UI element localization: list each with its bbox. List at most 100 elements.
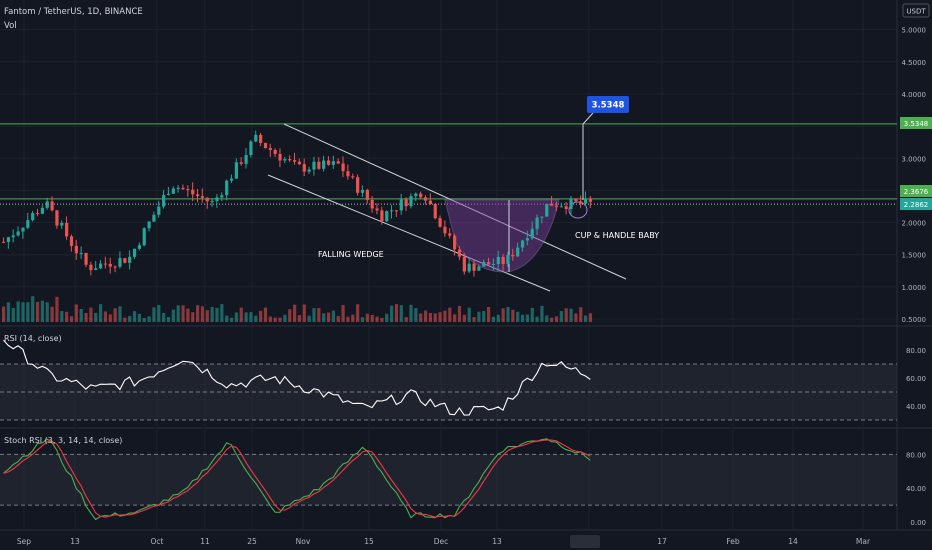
volume-bar	[462, 314, 466, 322]
candle-body	[89, 264, 93, 271]
volume-bar	[467, 307, 471, 322]
currency-label: USDT	[906, 8, 926, 16]
candle-body	[584, 198, 588, 204]
stoch-label: Stoch RSI (3, 3, 14, 14, close)	[4, 436, 122, 445]
candle-body	[506, 254, 510, 264]
candle-body	[137, 245, 141, 249]
volume-bar	[428, 313, 432, 322]
volume-bar	[273, 317, 277, 322]
candle-body	[419, 193, 423, 198]
badge-last-price	[900, 198, 932, 210]
time-axis-label: 25	[247, 537, 257, 546]
candle-body	[336, 161, 340, 164]
candle-body	[215, 197, 219, 202]
handle-circle	[568, 201, 588, 219]
volume-bar	[89, 307, 93, 322]
volume-bar	[545, 315, 549, 322]
volume-bar	[2, 306, 6, 322]
volume-bar	[137, 313, 141, 322]
candle-body	[113, 266, 117, 268]
candle-body	[297, 161, 302, 165]
volume-bar	[65, 311, 69, 322]
volume-bar	[94, 312, 98, 322]
volume-bar	[414, 308, 418, 322]
candle-body	[307, 169, 311, 172]
volume-bar	[312, 308, 316, 322]
volume-bar	[584, 315, 588, 322]
volume-bar	[511, 309, 515, 322]
candle-body	[288, 159, 292, 161]
volume-bar	[394, 304, 399, 322]
candle-body	[525, 238, 529, 241]
candle-body	[482, 262, 486, 267]
candle-body	[268, 148, 272, 150]
volume-bar	[215, 307, 219, 322]
candle-body	[123, 258, 127, 263]
volume-bar	[375, 316, 379, 322]
volume-bar	[118, 306, 122, 322]
volume-bar	[399, 305, 403, 322]
volume-bar	[157, 304, 161, 322]
volume-bar	[35, 301, 40, 322]
candle-body	[404, 199, 408, 207]
candle-body	[554, 205, 559, 207]
candle-body	[128, 256, 132, 263]
stoch-tick-label: 80.00	[906, 451, 926, 459]
candle-body	[55, 210, 59, 226]
volume-bar	[530, 307, 534, 322]
badge-level-text: 2.3676	[904, 188, 929, 196]
candle-body	[588, 198, 593, 202]
candle-body	[448, 233, 452, 236]
candle-body	[94, 268, 98, 271]
volume-bar	[79, 309, 83, 322]
currency-box[interactable]	[902, 3, 930, 18]
target-price-box[interactable]	[587, 96, 629, 113]
candle-body	[229, 178, 234, 181]
volume-bar	[293, 304, 297, 322]
volume-bar	[239, 307, 243, 322]
candle-body	[453, 235, 457, 250]
time-axis-label: 11	[200, 537, 210, 546]
candle-body	[200, 196, 205, 198]
volume-bar	[336, 316, 340, 322]
volume-bar	[31, 296, 35, 322]
volume-bar	[491, 316, 496, 322]
candle-body	[79, 253, 83, 255]
candle-body	[16, 231, 20, 236]
volume-bar	[564, 308, 568, 322]
volume-bar	[419, 313, 423, 322]
volume-bar	[225, 315, 229, 322]
volume-bar	[11, 307, 15, 322]
volume-bar	[370, 314, 374, 322]
candle-body	[511, 254, 515, 257]
price-tick-label: 4.5000	[902, 59, 927, 67]
volume-bar	[113, 308, 117, 322]
volume-bars	[2, 296, 593, 322]
time-axis-label: Sep	[17, 537, 31, 546]
candle-body	[40, 207, 44, 214]
volume-bar	[142, 317, 146, 322]
volume-bar	[574, 313, 578, 322]
candle-body	[132, 248, 137, 257]
volume-bar	[263, 307, 268, 322]
time-axis-label: 13	[492, 537, 502, 546]
volume-bar	[26, 302, 30, 322]
candle-body	[326, 160, 331, 165]
candle-body	[225, 180, 229, 196]
candle-body	[535, 217, 539, 229]
candle-body	[370, 199, 374, 209]
time-axis-label: Dec	[434, 537, 449, 546]
volume-bar	[249, 312, 253, 322]
time-axis-label: 15	[364, 537, 374, 546]
candle-body	[467, 263, 471, 272]
volume-bar	[351, 314, 355, 322]
volume-bar	[234, 312, 238, 322]
candle-body	[84, 253, 88, 265]
candle-body	[312, 161, 316, 170]
candle-body	[35, 213, 40, 215]
candle-body	[433, 204, 437, 219]
volume-bar	[302, 304, 306, 322]
candle-body	[516, 247, 520, 257]
